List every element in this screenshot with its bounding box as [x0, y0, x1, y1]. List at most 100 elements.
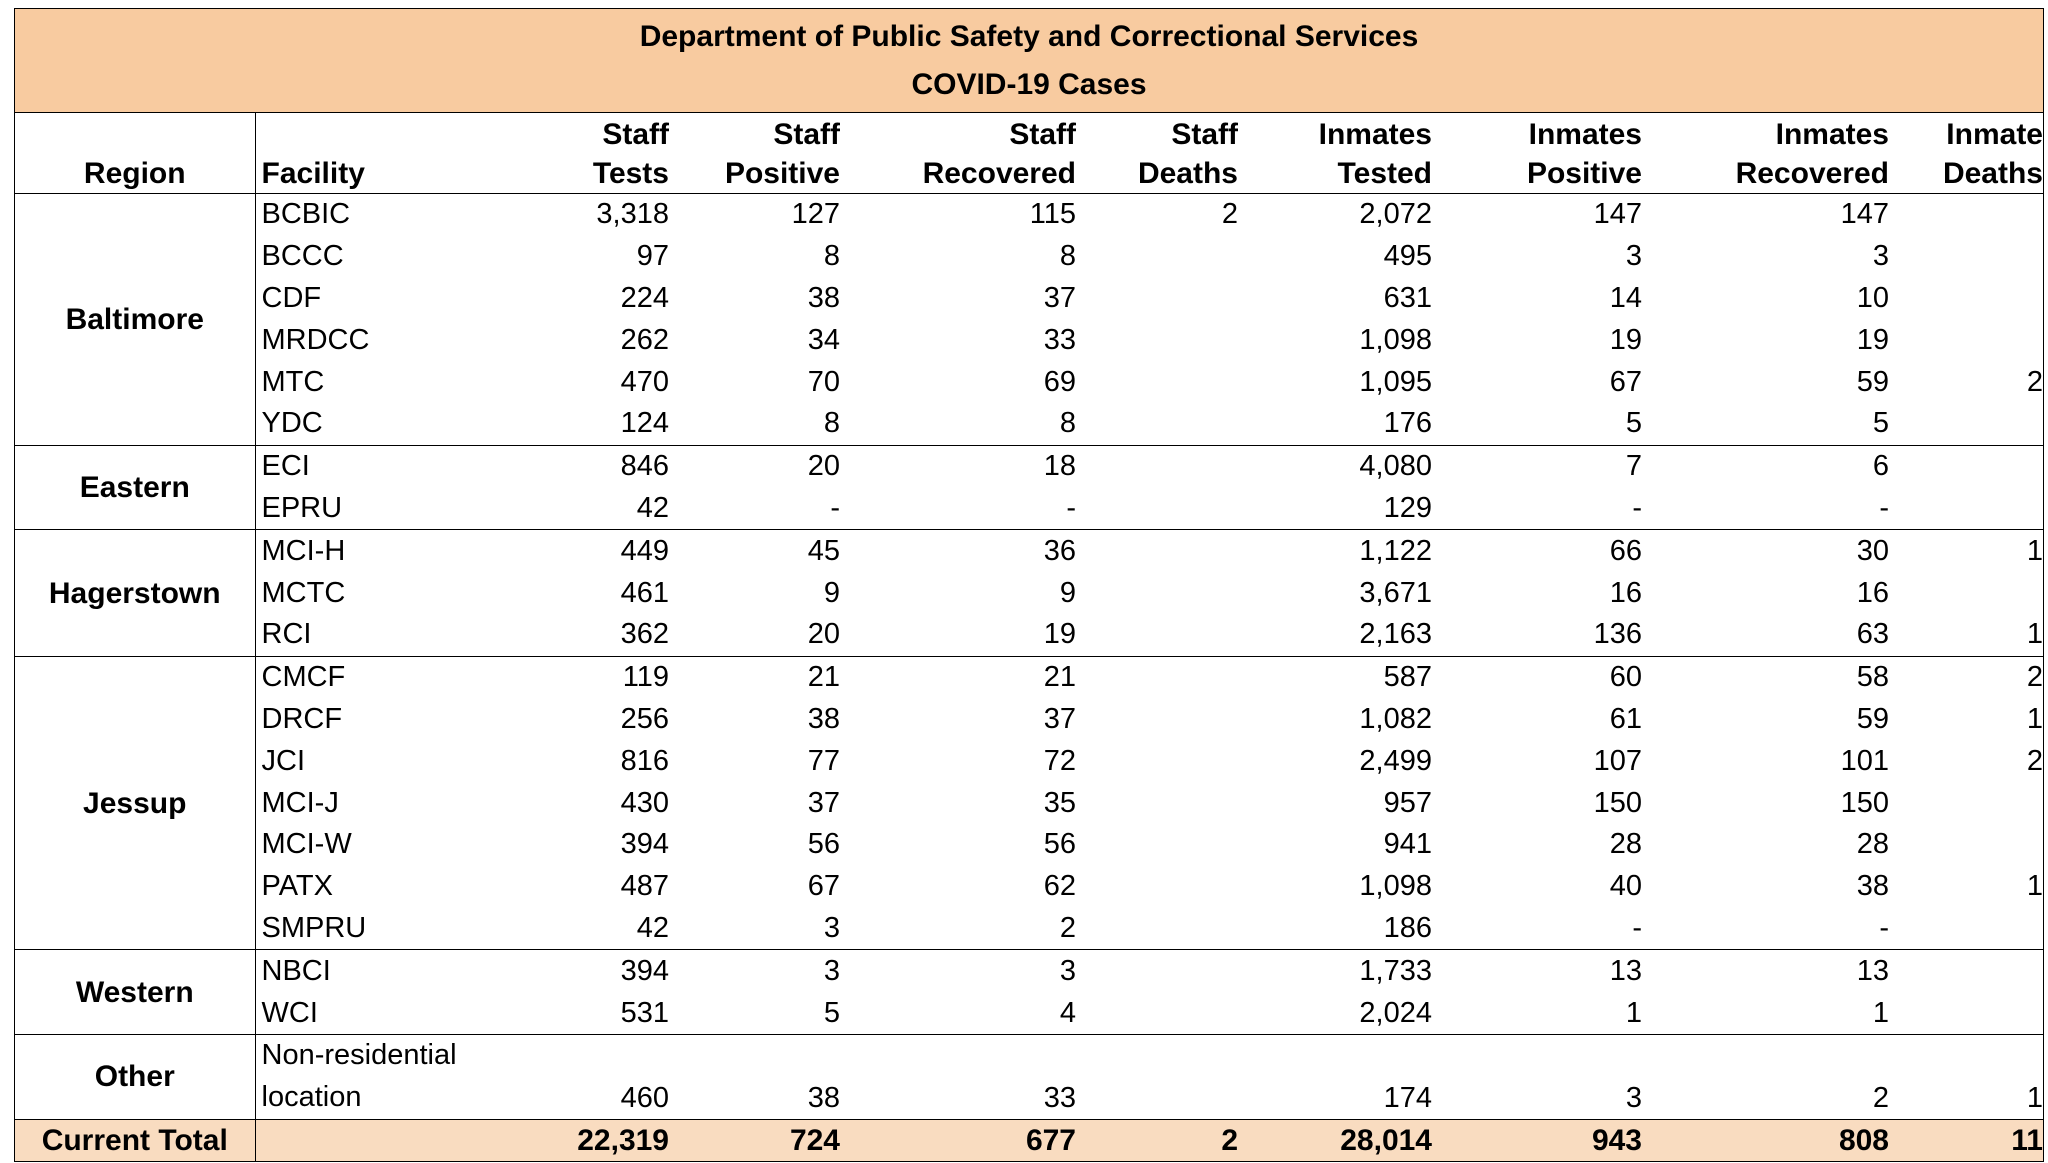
total-label: Current Total — [15, 1118, 255, 1161]
col-header-region: Region — [15, 113, 255, 194]
facility-name: MCI-W — [254, 823, 473, 866]
region-label: Baltimore — [15, 193, 255, 446]
cell-staff-deaths — [1076, 361, 1238, 403]
cell-inmate-deaths — [1889, 950, 2043, 992]
cell-staff-deaths — [1076, 319, 1238, 361]
cell-inmates-positive: - — [1432, 907, 1642, 951]
region-label: Other — [15, 1034, 255, 1120]
facility-name: PATX — [254, 865, 473, 908]
table-row: PATX 487 67 62 1,098 40 38 1 — [15, 865, 2043, 908]
facility-name: MCI-J — [254, 782, 473, 824]
cell-inmates-positive: 40 — [1609, 870, 1642, 903]
cell-inmates-positive: 19 — [1609, 323, 1642, 356]
cell-staff-tests: 461 — [620, 576, 669, 609]
cell-inmates-recovered: 3 — [1872, 240, 1889, 273]
cell-inmates-recovered: 16 — [1856, 576, 1889, 609]
col-header-staff-positive: Staff Positive — [669, 113, 840, 194]
table-row: EPRU 42- -129- - — [15, 487, 2043, 531]
cell-staff-tests: 119 — [622, 661, 669, 694]
cell-staff-deaths — [1076, 278, 1238, 320]
cell-staff-deaths — [1076, 740, 1238, 782]
cell-inmates-positive: 7 — [1625, 450, 1642, 483]
table-row: Hagerstown MCI-H 449 45 36 1,122 66 30 1 — [15, 529, 2043, 657]
cell-staff-deaths — [1076, 445, 1238, 487]
cell-staff-deaths: 2 — [1221, 198, 1238, 231]
cell-inmates-positive: 147 — [1593, 198, 1642, 231]
cell-inmate-deaths — [1889, 907, 2043, 951]
cell-staff-positive: 5 — [669, 992, 840, 1035]
cell-inmates-tested: 587 — [1383, 661, 1432, 694]
cell-inmates-tested: 186 — [1238, 907, 1432, 951]
cell-staff-deaths — [1076, 866, 1238, 908]
facility-name: ECI — [254, 445, 473, 488]
total-facility-cell — [254, 1118, 473, 1161]
total-staff-recovered: 677 — [840, 1118, 1076, 1161]
cell-staff-recovered: 35 — [1043, 786, 1076, 819]
cell-inmate-deaths — [1889, 782, 2043, 824]
cell-staff-positive: 45 — [807, 534, 840, 567]
cell-inmates-positive: 1 — [1432, 992, 1642, 1035]
cell-inmates-recovered: 59 — [1856, 365, 1889, 398]
table-row: Other Non-residential location 460 38 33 174 3… — [15, 1034, 2043, 1120]
cell-staff-recovered: 2 — [840, 907, 1076, 951]
facility-name: MRDCC — [254, 319, 473, 362]
cell-inmate-deaths — [1889, 445, 2043, 487]
cell-inmates-positive: 60 — [1609, 661, 1642, 694]
cell-staff-tests: 846 — [620, 450, 669, 483]
table-row: Jessup CMCF 119 21 21 587 60 58 2 — [15, 656, 2043, 951]
table-row: Eastern ECI 846 20 18 4,080 7 6 — [15, 445, 2043, 531]
cell-inmates-positive: 107 — [1593, 744, 1642, 777]
cell-inmate-deaths: 1 — [2026, 870, 2043, 903]
cell-inmate-deaths: 1 — [1889, 613, 2043, 657]
cell-staff-positive: 34 — [807, 323, 840, 356]
cell-inmate-deaths — [1889, 194, 2043, 236]
facility-name: RCI — [254, 613, 473, 657]
cell-inmates-recovered: - — [1642, 487, 1889, 531]
cell-inmate-deaths: 2 — [2026, 744, 2043, 777]
cell-staff-recovered: 62 — [1043, 870, 1076, 903]
cell-staff-deaths — [1076, 613, 1238, 657]
cell-inmates-tested: 1,095 — [1359, 365, 1432, 398]
cell-staff-deaths — [1076, 530, 1238, 572]
cell-staff-tests: 262 — [620, 323, 669, 356]
cell-inmate-deaths — [1889, 992, 2043, 1035]
cell-inmates-positive: 5 — [1432, 402, 1642, 446]
col-header-inmate-deaths: Inmate Deaths — [1889, 113, 2043, 194]
facility-name: MCTC — [254, 572, 473, 614]
cell-staff-recovered: 21 — [1043, 661, 1076, 694]
cell-inmate-deaths: 1 — [2026, 534, 2043, 567]
facility-name: YDC — [254, 402, 473, 446]
cell-inmates-positive: 3 — [1432, 1034, 1642, 1120]
cell-staff-recovered: 56 — [1043, 828, 1076, 861]
cell-staff-positive: 3 — [823, 954, 840, 987]
cell-inmates-positive: 3 — [1625, 240, 1642, 273]
table-row: Baltimore BCBIC 3,318 127 115 2 2,072 147 147 — [15, 193, 2043, 446]
cell-staff-recovered: 69 — [1043, 365, 1076, 398]
cell-staff-deaths — [1076, 1034, 1238, 1120]
cell-staff-deaths — [1076, 992, 1238, 1035]
cell-inmates-tested: 2,499 — [1359, 744, 1432, 777]
cell-inmates-tested: 2,072 — [1359, 198, 1432, 231]
cell-staff-deaths — [1076, 699, 1238, 741]
cell-staff-tests: 124 — [473, 402, 669, 446]
cell-inmates-positive: 67 — [1609, 365, 1642, 398]
col-header-facility: Facility — [254, 113, 473, 194]
cell-staff-deaths — [1076, 572, 1238, 614]
cell-staff-recovered: 37 — [1043, 702, 1076, 735]
cell-staff-recovered: 72 — [1043, 744, 1076, 777]
cell-inmate-deaths — [1889, 572, 2043, 614]
facility-name: CMCF — [254, 656, 473, 699]
cell-inmates-tested: 941 — [1383, 828, 1432, 861]
cell-staff-positive: 3 — [669, 907, 840, 951]
cell-staff-deaths — [1076, 782, 1238, 824]
table-row: JCI 816 77 72 2,499 107 101 2 — [15, 740, 2043, 783]
cell-inmates-recovered: 28 — [1856, 828, 1889, 861]
cell-inmate-deaths — [1889, 319, 2043, 361]
cell-staff-deaths — [1076, 656, 1238, 698]
facility-name: MTC — [254, 361, 473, 403]
col-header-staff-deaths: Staff Deaths — [1076, 113, 1238, 194]
facility-name: BCBIC — [254, 193, 473, 236]
table-row: Western NBCI 394 3 3 1,733 13 13 — [15, 949, 2043, 1035]
cell-inmates-recovered: - — [1642, 907, 1889, 951]
header-row: Region Facility Staff Tests Staff Positi… — [15, 113, 2043, 194]
